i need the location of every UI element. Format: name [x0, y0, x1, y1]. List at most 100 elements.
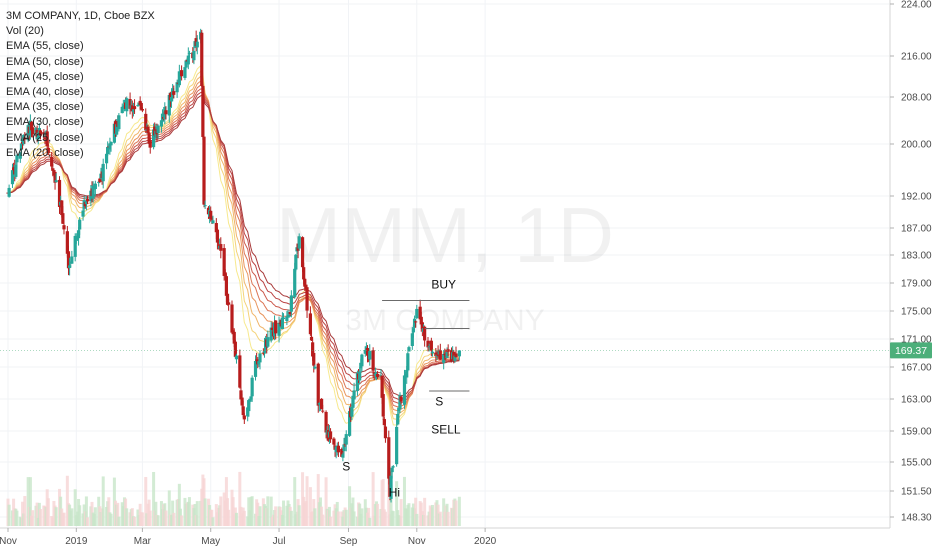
candle-body [10, 170, 15, 185]
candle-body [117, 115, 121, 130]
legend-ema-55[interactable]: EMA (55, close) [6, 40, 84, 53]
legend-ema-45[interactable]: EMA (45, close) [6, 70, 84, 83]
volume-bar [117, 516, 121, 526]
volume-bar [54, 507, 58, 526]
candle-body [313, 366, 317, 369]
candle-body [305, 287, 309, 311]
candle-body [227, 302, 231, 305]
candle-body [277, 322, 281, 336]
horizontal-lines[interactable] [382, 300, 470, 392]
candle-body [192, 50, 196, 61]
candle-body [247, 400, 251, 412]
candle-body [239, 390, 243, 400]
volume-bar [293, 477, 297, 526]
volume-bar [383, 511, 387, 526]
candle-body [19, 143, 24, 150]
candle-body [399, 396, 403, 402]
legend-volume[interactable]: Vol (20) [6, 25, 44, 38]
volume-bar [329, 516, 333, 526]
volume-bar [73, 489, 77, 526]
price-tick-label: 216.00 [901, 52, 932, 63]
ema-line-55 [7, 94, 460, 397]
price-tick-label: 208.00 [901, 93, 932, 104]
candle-body [242, 415, 246, 420]
legend-ema-20[interactable]: EMA (20, close) [6, 146, 84, 159]
annotation-s: S [342, 459, 350, 473]
time-axis[interactable]: Nov 2019 Mar May Jul Sep Nov 2020 [0, 528, 497, 547]
watermark: MMM, 1D 3M COMPANY [276, 191, 614, 337]
candle-body [303, 278, 307, 287]
volume-bar [195, 501, 199, 526]
candle-body [397, 408, 401, 411]
price-axis[interactable]: 224.00 216.00 208.00 200.00 192.00 187.00 183.… [890, 0, 932, 524]
annotation-buy: BUY [431, 278, 456, 292]
volume-bar [234, 512, 238, 526]
candle-body [214, 223, 218, 233]
volume-bar [289, 510, 293, 526]
legend-ema-50[interactable]: EMA (50, close) [6, 55, 84, 68]
candle-body [241, 406, 245, 416]
candle-body [125, 98, 129, 112]
legend-ema-40[interactable]: EMA (40, close) [6, 86, 84, 99]
candle-body [62, 225, 66, 230]
annotation-s: S [435, 394, 443, 408]
last-price-label: 169.37 [895, 345, 927, 357]
candle-body [159, 120, 164, 127]
volume-bar [399, 499, 403, 526]
candle-body [108, 143, 112, 150]
candle-body [262, 351, 267, 353]
price-tick-label: 167.00 [901, 363, 932, 374]
volume-bar [78, 505, 82, 526]
candle-body [285, 316, 289, 321]
candle-body [340, 448, 344, 457]
volume-bar [7, 504, 11, 526]
candle-body [380, 375, 384, 398]
grid-layer [0, 0, 890, 528]
candle-body [93, 183, 97, 190]
candle-body [53, 171, 57, 183]
volume-bar [148, 510, 152, 526]
candle-body [97, 181, 101, 183]
volume-bar [250, 496, 254, 526]
candle-body [232, 331, 236, 344]
candle-body [312, 352, 316, 366]
candle-body [391, 466, 395, 468]
legend-ema-35[interactable]: EMA (35, close) [6, 101, 84, 114]
legend-ema-30[interactable]: EMA (30, close) [6, 116, 84, 129]
candle-body [68, 265, 72, 268]
candle-body [120, 106, 124, 114]
candle-body [73, 235, 77, 257]
candle-body [402, 375, 407, 405]
candle-body [442, 353, 446, 363]
candle-body [186, 55, 190, 65]
legend-title[interactable]: 3M COMPANY, 1D, Cboe BZX [6, 10, 155, 22]
candle-body [434, 352, 438, 357]
volume-bar [133, 516, 137, 526]
candle-body [43, 137, 47, 139]
candle-body [169, 96, 174, 102]
volume-bar [180, 515, 184, 526]
candle-body [376, 373, 380, 377]
candle-body [344, 434, 348, 445]
candle-body [390, 467, 394, 473]
price-tick-label: 148.30 [901, 513, 932, 524]
candle-body [84, 200, 88, 205]
candle-body [316, 363, 320, 406]
legend-ema-25[interactable]: EMA (25, close) [6, 131, 84, 144]
candle-body [274, 320, 278, 334]
volume-bar [23, 496, 27, 526]
candle-body [418, 306, 422, 320]
volume-bar [46, 498, 50, 526]
volume-bar [454, 500, 458, 526]
candle-body [414, 321, 418, 323]
volume-bar [368, 517, 372, 526]
candle-body [203, 205, 207, 207]
candle-body [257, 361, 261, 365]
candle-body [29, 121, 34, 131]
volume-bar [172, 512, 176, 526]
volume-bar [93, 507, 97, 526]
candle-body [85, 199, 90, 202]
candle-body [54, 180, 58, 183]
volume-bar [154, 501, 158, 526]
